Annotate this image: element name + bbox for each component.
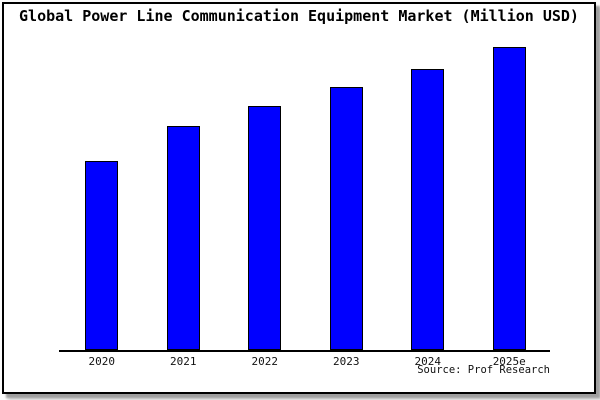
- bar-2021: [166, 126, 200, 350]
- bar-2025e: [492, 47, 526, 350]
- x-tick-label-2021: 2021: [170, 355, 197, 368]
- bar-2022: [248, 106, 282, 350]
- bar-slot-2024: [387, 40, 469, 350]
- x-tick-label-2024: 2024: [414, 355, 442, 368]
- bar-slot-2020: [61, 40, 143, 350]
- bar-slot-2021: [143, 40, 225, 350]
- chart-title: Global Power Line Communication Equipmen…: [19, 7, 579, 25]
- plot-area: [61, 40, 550, 350]
- x-tick-label-2020: 2020: [88, 355, 116, 368]
- x-tick-label-2025e: 2025e: [492, 355, 526, 368]
- bar-slot-2022: [224, 40, 306, 350]
- bar-2024: [411, 69, 445, 350]
- bar-slot-2023: [306, 40, 388, 350]
- x-tick-label-2022: 2022: [251, 355, 279, 368]
- bar-2023: [329, 87, 363, 350]
- bar-2020: [85, 161, 119, 350]
- x-axis-line: [59, 350, 550, 352]
- source-caption: Source: Prof Research: [417, 364, 550, 376]
- x-axis-tick-labels: 2020 2021 2022 2023 2024 2025e: [61, 355, 550, 368]
- bar-slot-2025e: [469, 40, 551, 350]
- x-tick-label-2023: 2023: [333, 355, 360, 368]
- chart-frame: Global Power Line Communication Equipmen…: [2, 2, 596, 394]
